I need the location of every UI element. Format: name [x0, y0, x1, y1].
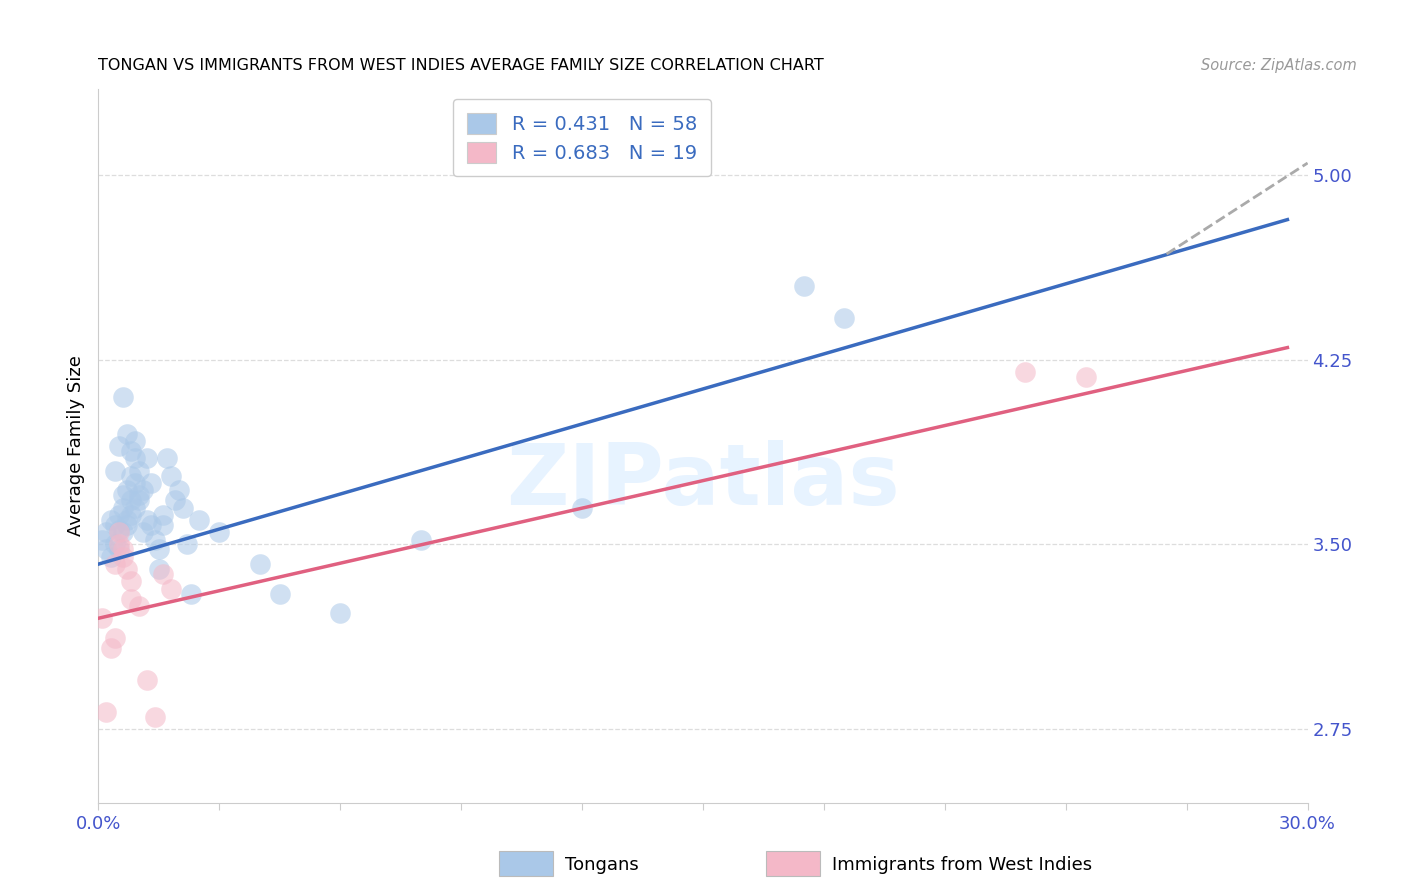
- Point: [128, 493, 150, 508]
- Point: [103, 517, 125, 532]
- Point: [96, 542, 118, 557]
- Point: [1014, 365, 1036, 379]
- Point: [156, 451, 179, 466]
- Point: [172, 500, 194, 515]
- Point: [96, 705, 118, 719]
- Point: [96, 525, 118, 540]
- Point: [124, 475, 146, 490]
- Point: [103, 537, 125, 551]
- Text: Source: ZipAtlas.com: Source: ZipAtlas.com: [1201, 58, 1357, 73]
- Point: [115, 517, 138, 532]
- Point: [208, 525, 231, 540]
- Point: [100, 513, 122, 527]
- Point: [124, 434, 146, 448]
- Point: [132, 525, 155, 540]
- Text: Tongans: Tongans: [565, 856, 638, 874]
- Point: [409, 533, 432, 547]
- Point: [329, 607, 352, 621]
- Point: [152, 566, 174, 581]
- Point: [111, 500, 134, 515]
- Point: [103, 631, 125, 645]
- Point: [120, 444, 142, 458]
- Point: [163, 493, 186, 508]
- Text: ZIPatlas: ZIPatlas: [506, 440, 900, 524]
- Point: [152, 508, 174, 522]
- Point: [111, 525, 134, 540]
- Point: [115, 513, 138, 527]
- Point: [111, 542, 134, 557]
- Point: [91, 533, 114, 547]
- Point: [100, 640, 122, 655]
- Point: [115, 562, 138, 576]
- Point: [139, 475, 162, 490]
- Point: [120, 493, 142, 508]
- Point: [100, 549, 122, 564]
- Point: [135, 513, 157, 527]
- Point: [143, 533, 166, 547]
- Point: [120, 591, 142, 606]
- Point: [132, 483, 155, 498]
- Point: [188, 513, 211, 527]
- Point: [124, 500, 146, 515]
- Point: [107, 439, 129, 453]
- Point: [107, 523, 129, 537]
- Point: [115, 483, 138, 498]
- Point: [143, 709, 166, 723]
- Point: [167, 483, 190, 498]
- Point: [103, 464, 125, 478]
- Point: [249, 557, 271, 571]
- Point: [115, 426, 138, 441]
- Text: TONGAN VS IMMIGRANTS FROM WEST INDIES AVERAGE FAMILY SIZE CORRELATION CHART: TONGAN VS IMMIGRANTS FROM WEST INDIES AV…: [98, 58, 824, 73]
- Point: [107, 508, 129, 522]
- Point: [120, 468, 142, 483]
- Point: [152, 517, 174, 532]
- Point: [571, 500, 593, 515]
- Point: [128, 464, 150, 478]
- Point: [128, 599, 150, 613]
- Point: [103, 557, 125, 571]
- Point: [107, 525, 129, 540]
- Point: [139, 517, 162, 532]
- Point: [91, 611, 114, 625]
- Point: [128, 488, 150, 502]
- Point: [793, 279, 815, 293]
- Point: [120, 508, 142, 522]
- Y-axis label: Average Family Size: Average Family Size: [66, 356, 84, 536]
- Text: Immigrants from West Indies: Immigrants from West Indies: [832, 856, 1092, 874]
- Point: [111, 390, 134, 404]
- Point: [269, 587, 291, 601]
- Point: [111, 488, 134, 502]
- Point: [1074, 370, 1097, 384]
- Point: [120, 574, 142, 589]
- Point: [107, 537, 129, 551]
- Point: [148, 562, 170, 576]
- Point: [832, 311, 855, 326]
- Point: [176, 537, 198, 551]
- Point: [180, 587, 202, 601]
- Point: [107, 542, 129, 557]
- Point: [160, 468, 183, 483]
- Point: [148, 542, 170, 557]
- Legend: R = 0.431   N = 58, R = 0.683   N = 19: R = 0.431 N = 58, R = 0.683 N = 19: [454, 99, 710, 177]
- Point: [135, 451, 157, 466]
- Point: [135, 673, 157, 687]
- Point: [124, 451, 146, 466]
- Point: [111, 549, 134, 564]
- Point: [160, 582, 183, 596]
